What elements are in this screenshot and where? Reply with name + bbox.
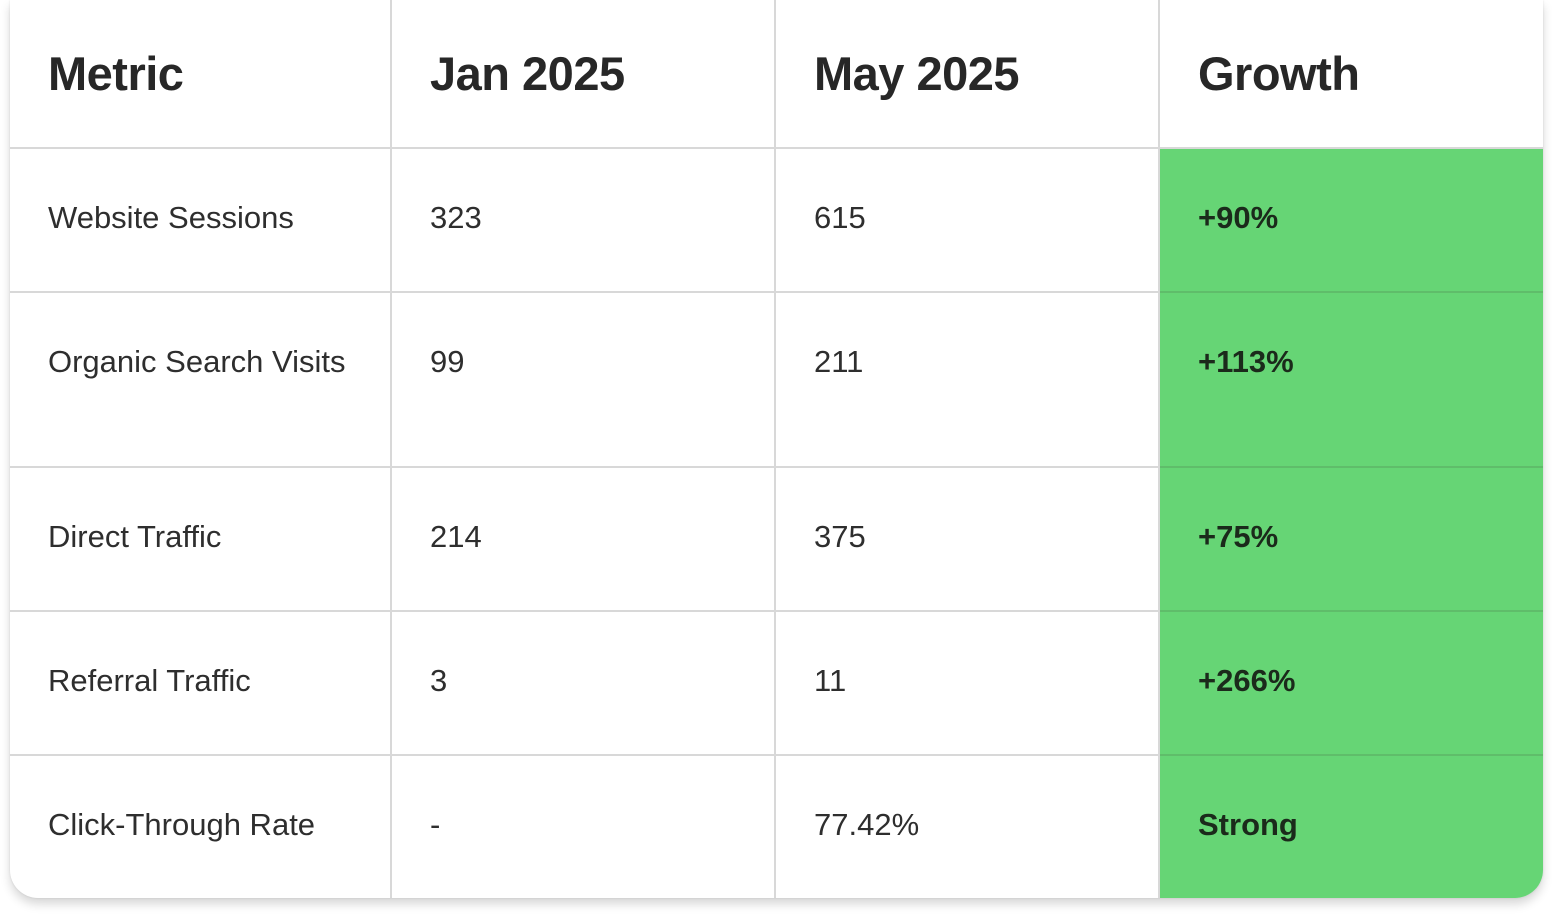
jan-value-cell: 99: [391, 292, 776, 468]
metrics-table: Metric Jan 2025 May 2025 Growth Website …: [10, 0, 1543, 898]
metric-cell: Website Sessions: [10, 148, 392, 293]
header-may-2025: May 2025: [775, 0, 1160, 149]
growth-cell: +90%: [1159, 148, 1543, 293]
metric-cell: Click-Through Rate: [10, 755, 392, 898]
header-growth: Growth: [1159, 0, 1543, 149]
jan-value-cell: -: [391, 755, 776, 898]
table-row: Direct Traffic 214 375 +75%: [10, 467, 1543, 612]
header-metric: Metric: [10, 0, 392, 149]
growth-cell: Strong: [1159, 755, 1543, 898]
may-value-cell: 211: [775, 292, 1160, 468]
table-row: Click-Through Rate - 77.42% Strong: [10, 755, 1543, 898]
table-row: Referral Traffic 3 11 +266%: [10, 611, 1543, 756]
table-header: Metric Jan 2025 May 2025 Growth: [10, 0, 1543, 149]
table-row: Organic Search Visits 99 211 +113%: [10, 292, 1543, 468]
table-row: Website Sessions 323 615 +90%: [10, 148, 1543, 293]
metric-cell: Referral Traffic: [10, 611, 392, 756]
metrics-table-card: Metric Jan 2025 May 2025 Growth Website …: [10, 0, 1543, 898]
jan-value-cell: 214: [391, 467, 776, 612]
metric-cell: Organic Search Visits: [10, 292, 392, 468]
growth-cell: +266%: [1159, 611, 1543, 756]
metric-cell: Direct Traffic: [10, 467, 392, 612]
growth-cell: +75%: [1159, 467, 1543, 612]
header-jan-2025: Jan 2025: [391, 0, 776, 149]
growth-cell: +113%: [1159, 292, 1543, 468]
table-body: Website Sessions 323 615 +90% Organic Se…: [10, 148, 1543, 898]
may-value-cell: 11: [775, 611, 1160, 756]
may-value-cell: 615: [775, 148, 1160, 293]
may-value-cell: 77.42%: [775, 755, 1160, 898]
jan-value-cell: 323: [391, 148, 776, 293]
jan-value-cell: 3: [391, 611, 776, 756]
header-row: Metric Jan 2025 May 2025 Growth: [10, 0, 1543, 149]
may-value-cell: 375: [775, 467, 1160, 612]
